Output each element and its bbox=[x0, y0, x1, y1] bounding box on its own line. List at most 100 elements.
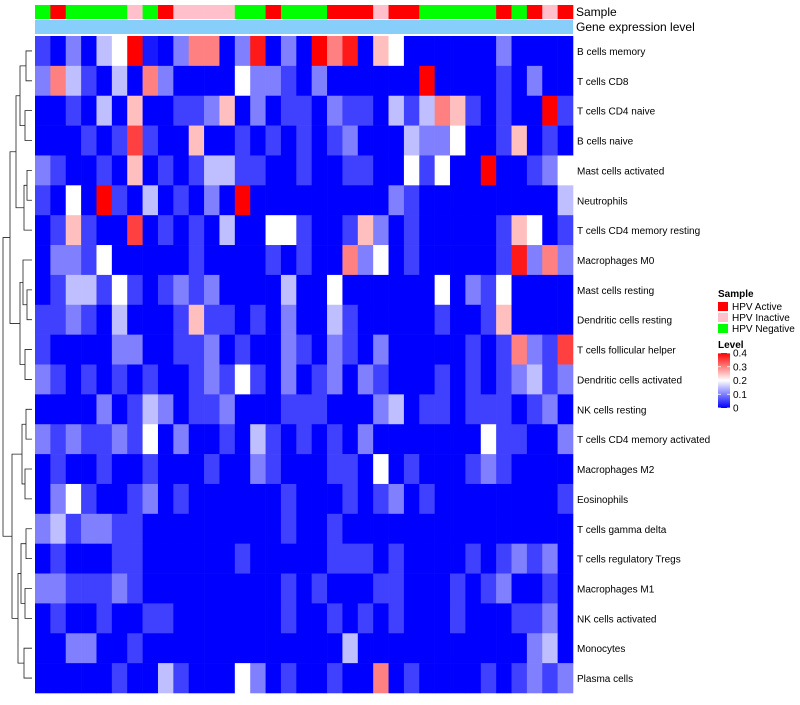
heatmap-cell bbox=[50, 663, 67, 694]
heatmap-cell bbox=[127, 125, 143, 156]
heatmap-cell bbox=[373, 633, 389, 664]
heatmap-cell bbox=[342, 65, 359, 97]
heatmap-cell bbox=[35, 125, 51, 156]
heatmap-cell bbox=[188, 424, 205, 455]
heatmap-cell bbox=[280, 95, 297, 126]
heatmap-cell bbox=[157, 483, 174, 515]
heatmap-cell bbox=[127, 543, 143, 574]
heatmap-cell bbox=[81, 155, 97, 186]
heatmap-cell bbox=[357, 573, 374, 604]
heatmap-cell bbox=[327, 633, 343, 664]
heatmap-cell bbox=[219, 215, 236, 246]
heatmap-cell bbox=[127, 215, 143, 246]
heatmap-cell bbox=[111, 663, 128, 694]
heatmap-cell bbox=[403, 125, 420, 156]
heatmap-cell bbox=[388, 304, 405, 335]
heatmap-cell bbox=[127, 633, 143, 664]
heatmap-cell bbox=[342, 185, 359, 216]
heatmap-cell bbox=[188, 215, 205, 246]
heatmap-cell bbox=[327, 603, 343, 634]
heatmap-cell bbox=[357, 633, 374, 664]
heatmap-cell bbox=[465, 155, 482, 186]
heatmap-cell bbox=[511, 274, 528, 306]
row-label: T cells CD4 memory activated bbox=[577, 435, 710, 446]
dendrogram-branch bbox=[22, 259, 32, 306]
heatmap-cell bbox=[250, 573, 266, 604]
heatmap-cell bbox=[419, 394, 435, 425]
heatmap-cell bbox=[81, 36, 97, 67]
heatmap-cell bbox=[357, 603, 374, 634]
heatmap-cell bbox=[81, 215, 97, 246]
heatmap-cell bbox=[265, 454, 282, 485]
heatmap-cell bbox=[50, 364, 67, 395]
row-label: Dendritic cells resting bbox=[577, 316, 672, 327]
sample-annotation-cell bbox=[265, 5, 282, 19]
heatmap-cell bbox=[496, 95, 512, 126]
heatmap-cell bbox=[419, 245, 435, 276]
heatmap-cell bbox=[280, 603, 297, 634]
heatmap-cell bbox=[311, 483, 328, 515]
heatmap-cell bbox=[111, 513, 128, 544]
heatmap-cell bbox=[296, 95, 312, 126]
heatmap-cell bbox=[496, 245, 512, 276]
heatmap-cell bbox=[511, 215, 528, 246]
heatmap-cell bbox=[465, 245, 482, 276]
heatmap-cell bbox=[250, 65, 266, 97]
heatmap-cell bbox=[450, 65, 466, 97]
dendrogram-branch bbox=[25, 50, 32, 82]
heatmap-cell bbox=[234, 215, 251, 246]
heatmap-cell bbox=[480, 215, 497, 246]
dendrogram-branch bbox=[2, 237, 12, 537]
heatmap-cell bbox=[496, 155, 512, 186]
heatmap-cell bbox=[157, 65, 174, 97]
heatmap-cell bbox=[403, 304, 420, 335]
heatmap-cell bbox=[496, 663, 512, 694]
heatmap-cell bbox=[204, 364, 220, 395]
sample-annotation-cell bbox=[526, 5, 543, 19]
heatmap-cell bbox=[265, 185, 282, 216]
heatmap-cell bbox=[480, 274, 497, 306]
heatmap-cell bbox=[526, 364, 543, 395]
heatmap-cell bbox=[234, 304, 251, 335]
heatmap-cell bbox=[250, 364, 266, 395]
heatmap-cell bbox=[511, 394, 528, 425]
row-label: Macrophages M1 bbox=[577, 584, 655, 595]
heatmap-cell bbox=[496, 304, 512, 335]
heatmap-cell bbox=[419, 125, 435, 156]
heatmap-cell bbox=[296, 274, 312, 306]
legend-tick-label: 0.2 bbox=[733, 376, 747, 387]
heatmap-cell bbox=[388, 364, 405, 395]
heatmap-cell bbox=[557, 573, 574, 604]
heatmap-cell bbox=[496, 573, 512, 604]
heatmap-cell bbox=[219, 65, 236, 97]
heatmap-cell bbox=[219, 274, 236, 306]
heatmap-cell bbox=[342, 663, 359, 694]
heatmap-cell bbox=[465, 573, 482, 604]
heatmap-cell bbox=[342, 125, 359, 156]
heatmap-cell bbox=[265, 65, 282, 97]
heatmap-cell bbox=[311, 543, 328, 574]
heatmap-cell bbox=[219, 334, 236, 365]
heatmap-cell bbox=[357, 155, 374, 186]
heatmap-cell bbox=[557, 424, 574, 455]
heatmap-cell bbox=[480, 513, 497, 544]
heatmap-cell bbox=[250, 245, 266, 276]
heatmap-cell bbox=[403, 603, 420, 634]
legend-sample-title: Sample bbox=[718, 289, 754, 300]
legend-item-label: HPV Inactive bbox=[732, 313, 790, 324]
heatmap-cell bbox=[50, 513, 67, 544]
heatmap-cell bbox=[327, 125, 343, 156]
heatmap-cell bbox=[373, 215, 389, 246]
heatmap-cell bbox=[542, 483, 558, 515]
heatmap-cell bbox=[157, 394, 174, 425]
heatmap-cell bbox=[188, 185, 205, 216]
heatmap-cell bbox=[542, 573, 558, 604]
heatmap-cell bbox=[96, 483, 113, 515]
heatmap-cell bbox=[542, 334, 558, 365]
heatmap-cell bbox=[526, 513, 543, 544]
heatmap-cell bbox=[96, 185, 113, 216]
heatmap-cell bbox=[526, 394, 543, 425]
heatmap-cell bbox=[419, 185, 435, 216]
row-label: T cells CD8 bbox=[577, 77, 629, 88]
